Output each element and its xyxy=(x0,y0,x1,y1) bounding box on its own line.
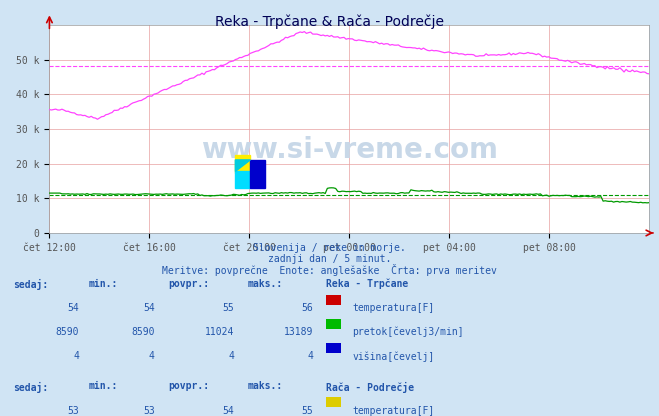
Text: zadnji dan / 5 minut.: zadnji dan / 5 minut. xyxy=(268,254,391,264)
Text: 13189: 13189 xyxy=(283,327,313,337)
Text: 4: 4 xyxy=(307,351,313,361)
Bar xyxy=(235,155,250,173)
Text: sedaj:: sedaj: xyxy=(13,381,48,393)
Text: temperatura[F]: temperatura[F] xyxy=(353,303,435,313)
Text: 56: 56 xyxy=(301,303,313,313)
Text: povpr.:: povpr.: xyxy=(168,279,209,289)
Text: pretok[čevelj3/min]: pretok[čevelj3/min] xyxy=(353,327,464,337)
Bar xyxy=(235,171,250,188)
Text: www.si-vreme.com: www.si-vreme.com xyxy=(201,136,498,164)
Text: Reka - Trpčane: Reka - Trpčane xyxy=(326,279,409,289)
Text: 55: 55 xyxy=(301,406,313,416)
Text: Rača - Podrečje: Rača - Podrečje xyxy=(326,381,415,393)
Polygon shape xyxy=(235,160,250,171)
Text: 11024: 11024 xyxy=(204,327,234,337)
Text: 4: 4 xyxy=(73,351,79,361)
Text: min.:: min.: xyxy=(89,381,119,391)
Text: 8590: 8590 xyxy=(131,327,155,337)
Text: 4: 4 xyxy=(228,351,234,361)
Text: maks.:: maks.: xyxy=(247,279,282,289)
Text: višina[čevelj]: višina[čevelj] xyxy=(353,351,435,362)
Text: maks.:: maks.: xyxy=(247,381,282,391)
Text: sedaj:: sedaj: xyxy=(13,279,48,290)
Text: 53: 53 xyxy=(67,406,79,416)
Text: 4: 4 xyxy=(149,351,155,361)
Text: temperatura[F]: temperatura[F] xyxy=(353,406,435,416)
Text: Slovenija / reke in morje.: Slovenija / reke in morje. xyxy=(253,243,406,253)
Text: Meritve: povprečne  Enote: anglešaške  Črta: prva meritev: Meritve: povprečne Enote: anglešaške Črt… xyxy=(162,264,497,276)
Text: 53: 53 xyxy=(143,406,155,416)
Text: min.:: min.: xyxy=(89,279,119,289)
Text: 54: 54 xyxy=(143,303,155,313)
Text: 55: 55 xyxy=(222,303,234,313)
Text: Reka - Trpčane & Rača - Podrečje: Reka - Trpčane & Rača - Podrečje xyxy=(215,15,444,29)
Text: povpr.:: povpr.: xyxy=(168,381,209,391)
Text: 54: 54 xyxy=(67,303,79,313)
Bar xyxy=(250,160,266,188)
Text: 54: 54 xyxy=(222,406,234,416)
Text: 8590: 8590 xyxy=(55,327,79,337)
